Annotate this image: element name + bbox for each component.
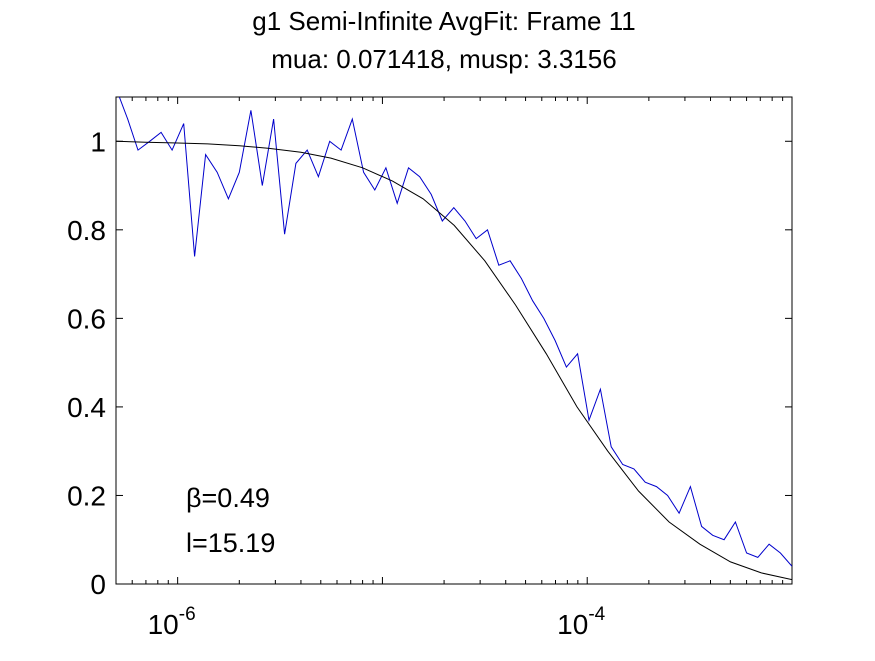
chart-subtitle: mua: 0.071418, musp: 3.3156 — [271, 44, 616, 74]
x-tick-label: 10-4 — [557, 604, 605, 640]
y-tick-label: 0.2 — [67, 480, 106, 511]
y-tick-label: 0.8 — [67, 215, 106, 246]
series-layer — [116, 97, 792, 581]
series-line-fit — [116, 140, 792, 581]
y-tick-label: 0 — [90, 569, 106, 600]
y-tick-label: 0.4 — [67, 392, 106, 423]
series-line-measured — [118, 97, 792, 567]
y-axis-ticks: 0 0.2 0.4 0.6 0.8 1 — [67, 126, 792, 600]
chart-title: g1 Semi-Infinite AvgFit: Frame 11 — [252, 6, 635, 36]
y-tick-label: 1 — [90, 126, 106, 157]
axes-frame — [115, 96, 793, 585]
annotation-l: l=15.19 — [186, 528, 275, 558]
annotation-beta: β=0.49 — [186, 483, 270, 513]
plot-area: 0 0.2 0.4 0.6 0.8 1 10-6 10-4 — [67, 96, 793, 640]
x-tick-label: 10-6 — [148, 604, 196, 640]
y-tick-label: 0.6 — [67, 303, 106, 334]
x-axis-ticks: 10-6 10-4 — [115, 97, 793, 640]
